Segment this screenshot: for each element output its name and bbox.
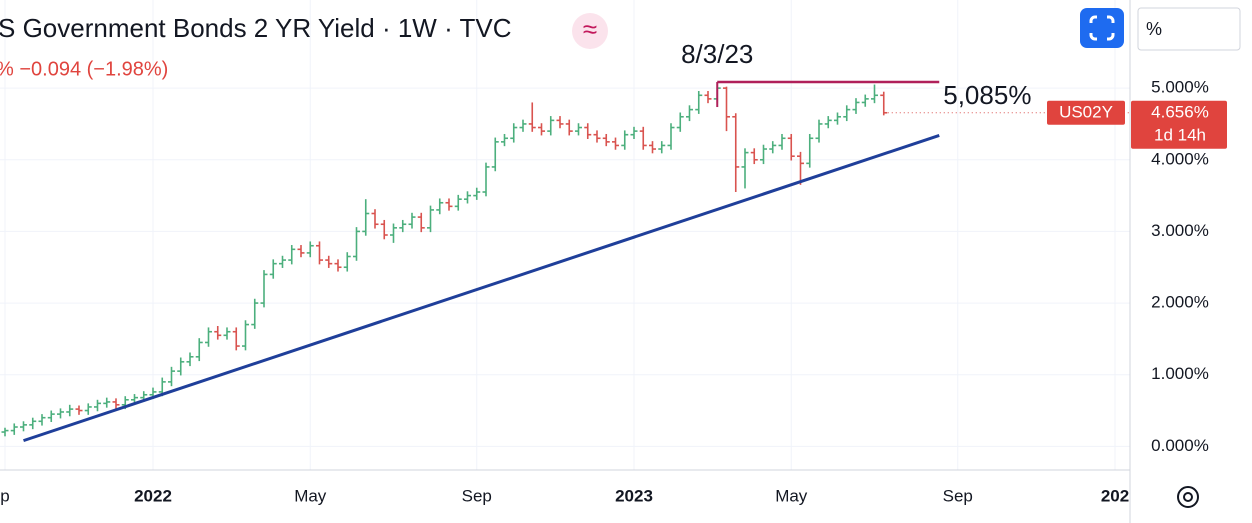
symbol-label: US02Y <box>1059 102 1113 121</box>
annotation-date: 8/3/23 <box>681 39 753 69</box>
change-label: % −0.094 (−1.98%) <box>0 58 168 80</box>
screenshot-button[interactable] <box>1080 8 1124 48</box>
symbol-badge <box>1047 100 1125 125</box>
y-tick-label: 5.000% <box>1151 78 1209 97</box>
x-tick-label: Sep <box>943 486 973 505</box>
y-tick-label: 1.000% <box>1151 364 1209 383</box>
annotation-level-label: 5,085% <box>943 80 1031 110</box>
scale-button-label: % <box>1146 19 1162 39</box>
x-tick-label: p <box>0 486 9 505</box>
x-tick-label: May <box>294 486 327 505</box>
last-price-label: 4.656% <box>1151 102 1209 121</box>
grid <box>0 0 1130 470</box>
last-price-badge <box>1131 100 1227 149</box>
scale-button[interactable]: % <box>1137 7 1241 51</box>
x-tick-label: 2022 <box>134 486 172 505</box>
indicator-button[interactable]: ≈ <box>572 13 608 49</box>
x-tick-label: May <box>775 486 808 505</box>
plot <box>1 82 888 437</box>
countdown-label: 1d 14h <box>1154 125 1206 144</box>
y-tick-label: 4.000% <box>1151 149 1209 168</box>
y-tick-label: 0.000% <box>1151 436 1209 455</box>
x-tick-label: 2023 <box>615 486 653 505</box>
chart-title: S Government Bonds 2 YR Yield · 1W · TVC <box>0 13 511 43</box>
y-tick-label: 3.000% <box>1151 221 1209 240</box>
x-tick-label: Sep <box>462 486 492 505</box>
settings-button[interactable] <box>1177 486 1199 508</box>
x-tick-label: 202 <box>1101 486 1129 505</box>
trendline <box>23 133 940 443</box>
y-tick-label: 2.000% <box>1151 293 1209 312</box>
svg-text:≈: ≈ <box>583 14 597 44</box>
